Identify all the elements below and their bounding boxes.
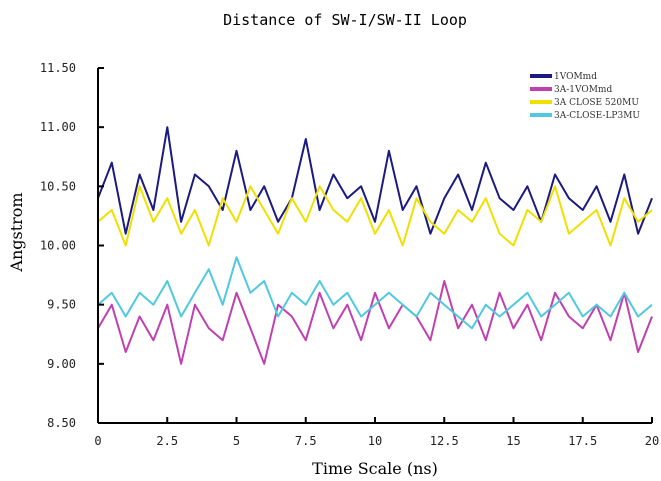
x-tick-label-8: 20 — [645, 434, 659, 448]
x-axis-label: Time Scale (ns) — [312, 459, 438, 478]
y-axis-label: Angstrom — [7, 192, 26, 272]
series-line-0 — [97, 126, 653, 235]
x-tick-label-4: 10 — [368, 434, 382, 448]
y-tick-label-5: 11.00 — [40, 120, 76, 134]
plot-area — [97, 126, 653, 365]
legend: 1VOMmd 3A-1VOMmd 3A CLOSE 520MU 3A-CLOSE-LP… — [530, 72, 640, 121]
y-tick-label-0: 8.50 — [47, 416, 76, 430]
legend-label-1: 3A-1VOMmd — [554, 85, 612, 95]
x-tick-label-6: 15 — [506, 434, 520, 448]
y-tick-label-3: 10.00 — [40, 239, 76, 253]
legend-label-3: 3A-CLOSE-LP3MU — [554, 111, 640, 121]
x-tick-label-7: 17.5 — [568, 434, 597, 448]
series-line-2 — [97, 185, 653, 247]
y-tick-label-4: 10.50 — [40, 179, 76, 193]
series-line-3 — [97, 256, 653, 330]
legend-label-2: 3A CLOSE 520MU — [554, 98, 639, 108]
x-tick-label-2: 5 — [233, 434, 240, 448]
legend-label-0: 1VOMmd — [554, 72, 597, 82]
x-tick-label-0: 0 — [94, 434, 101, 448]
y-tick-label-2: 9.50 — [47, 298, 76, 312]
chart-title: Distance of SW-I/SW-II Loop — [223, 11, 467, 29]
x-tick-label-3: 7.5 — [295, 434, 317, 448]
x-tick-label-5: 12.5 — [430, 434, 459, 448]
y-tick-label-1: 9.00 — [47, 357, 76, 371]
y-tick-label-6: 11.50 — [40, 61, 76, 75]
axes: 8.50 9.00 9.50 10.00 10.50 11.00 11.50 0 2.5 5 7.5… — [40, 61, 659, 448]
x-tick-label-1: 2.5 — [156, 434, 178, 448]
